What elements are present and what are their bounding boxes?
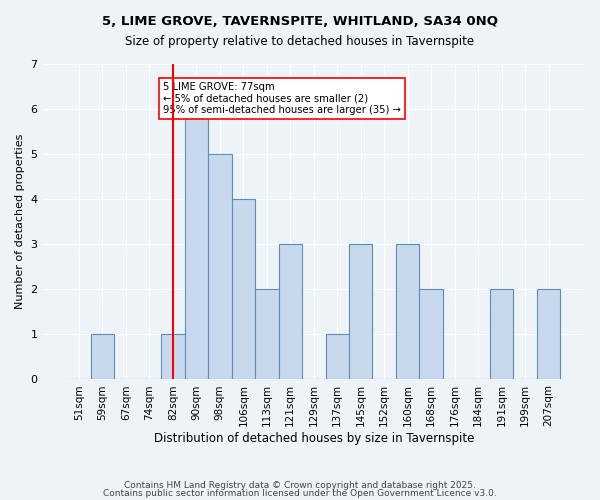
Bar (396, 244, 419, 380)
Text: Contains HM Land Registry data © Crown copyright and database right 2025.: Contains HM Land Registry data © Crown c… (124, 481, 476, 490)
Bar (91, 334, 114, 380)
Text: Contains public sector information licensed under the Open Government Licence v3: Contains public sector information licen… (103, 488, 497, 498)
Bar (208, 154, 232, 380)
Bar (490, 290, 514, 380)
Text: Size of property relative to detached houses in Tavernspite: Size of property relative to detached ho… (125, 35, 475, 48)
Bar (255, 290, 278, 380)
Y-axis label: Number of detached properties: Number of detached properties (15, 134, 25, 310)
Text: 5, LIME GROVE, TAVERNSPITE, WHITLAND, SA34 0NQ: 5, LIME GROVE, TAVERNSPITE, WHITLAND, SA… (102, 15, 498, 28)
Bar (278, 244, 302, 380)
Bar (232, 199, 255, 380)
Text: 5 LIME GROVE: 77sqm
← 5% of detached houses are smaller (2)
95% of semi-detached: 5 LIME GROVE: 77sqm ← 5% of detached hou… (163, 82, 401, 115)
Bar (349, 244, 373, 380)
Bar (326, 334, 349, 380)
Bar (419, 290, 443, 380)
Bar (185, 109, 208, 380)
Bar (537, 290, 560, 380)
Bar (161, 334, 185, 380)
X-axis label: Distribution of detached houses by size in Tavernspite: Distribution of detached houses by size … (154, 432, 474, 445)
